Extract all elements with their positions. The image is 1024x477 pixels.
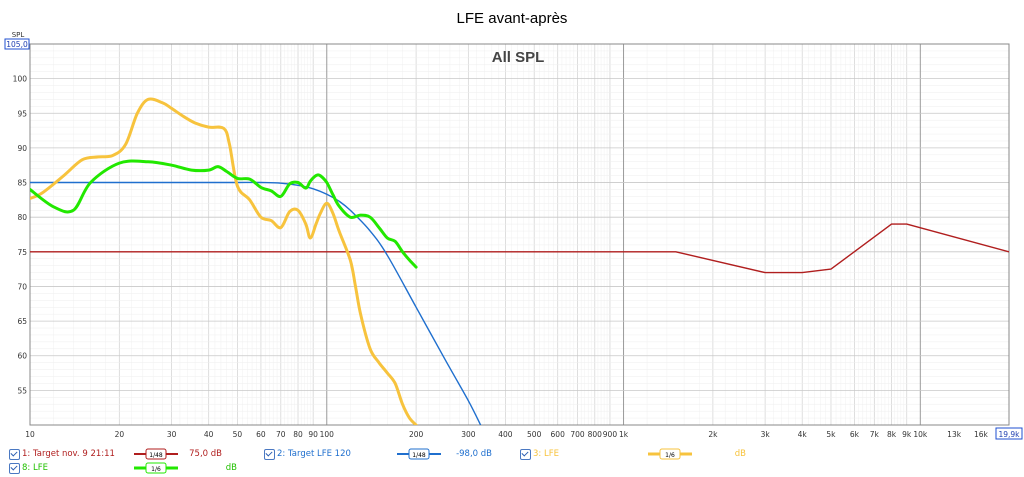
grid-major	[29, 43, 1009, 426]
legend-label-target-nov: 1: Target nov. 9 21:11	[22, 449, 115, 459]
legend-smoothing-target-lfe: 1/48	[412, 452, 426, 459]
series-target-nov	[30, 223, 1009, 274]
axis-labels: 10 20 30 40 50 60 70 80 90 100 200 300 400 500 600 700 8…	[13, 75, 989, 439]
x-tick-label: 20	[115, 430, 125, 439]
legend-checkbox-lfe-8[interactable]	[9, 463, 20, 474]
legend-value-target-nov: 75,0 dB	[189, 449, 222, 459]
grid-minor	[30, 44, 1009, 425]
legend-smoothing-lfe-3: 1/6	[665, 452, 675, 459]
x-tick-label: 5k	[826, 430, 836, 439]
y-tick-label: 55	[17, 386, 27, 395]
x-tick-label: 10k	[913, 430, 928, 439]
legend-swatch-lfe-3[interactable]: 1/6	[648, 448, 692, 460]
legend-swatch-target-lfe[interactable]: 1/48	[397, 448, 441, 460]
series-lfe-3	[30, 97, 418, 425]
x-tick-label: 4k	[798, 430, 808, 439]
x-tick-label: 700	[570, 430, 585, 439]
legend-label-lfe-8: 8: LFE	[22, 463, 48, 473]
plot-subtitle: All SPL	[492, 49, 545, 66]
legend-row-1: 1: Target nov. 9 21:11 1/48 75,0 dB 2: T…	[0, 448, 1024, 462]
y-top-box[interactable]	[4, 38, 30, 50]
y-tick-label: 95	[17, 109, 27, 118]
x-tick-label: 400	[498, 430, 513, 439]
series-target-lfe	[30, 181, 482, 425]
x-tick-label: 80	[293, 430, 303, 439]
legend-smoothing-target-nov: 1/48	[149, 452, 163, 459]
legend-swatch-lfe-8[interactable]: 1/6	[134, 462, 178, 474]
series-layer	[30, 97, 1009, 425]
x-tick-label: 3k	[761, 430, 771, 439]
y-tick-label: 65	[17, 317, 27, 326]
legend-label-target-lfe: 2: Target LFE 120	[277, 449, 351, 459]
x-tick-label: 600	[551, 430, 566, 439]
x-tick-label: 100	[320, 430, 335, 439]
x-tick-label: 13k	[947, 430, 962, 439]
y-tick-label: 100	[13, 75, 28, 84]
x-tick-label: 200	[409, 430, 424, 439]
x-tick-label: 10	[25, 430, 35, 439]
x-tick-label: 60	[256, 430, 266, 439]
legend-swatch-target-nov[interactable]: 1/48	[134, 448, 178, 460]
y-axis-label: SPL	[12, 31, 25, 39]
legend-row-2: 8: LFE 1/6 dB	[0, 462, 1024, 476]
legend-checkbox-target-lfe[interactable]	[264, 449, 275, 460]
legend-label-lfe-3: 3: LFE	[533, 449, 559, 459]
x-end-value[interactable]: 19,9k	[998, 430, 1020, 439]
x-tick-label: 1k	[619, 430, 629, 439]
x-tick-label: 70	[276, 430, 286, 439]
y-tick-label: 80	[17, 213, 27, 222]
y-tick-label: 75	[17, 248, 27, 257]
plot-frame	[29, 43, 1010, 426]
y-top-value[interactable]: 105,0	[6, 40, 28, 49]
x-tick-label: 500	[527, 430, 542, 439]
legend-checkbox-target-nov[interactable]	[9, 449, 20, 460]
legend-value-lfe-8: dB	[225, 463, 237, 473]
x-tick-label: 2k	[708, 430, 718, 439]
x-tick-label: 50	[233, 430, 243, 439]
y-tick-label: 60	[17, 352, 27, 361]
series-lfe-8	[30, 159, 418, 269]
x-tick-label: 6k	[850, 430, 860, 439]
x-tick-label: 900	[603, 430, 618, 439]
x-tick-label: 30	[167, 430, 177, 439]
x-tick-label: 9k	[902, 430, 912, 439]
x-end-box[interactable]	[995, 427, 1023, 440]
y-tick-label: 90	[17, 144, 27, 153]
x-tick-label: 16k	[974, 430, 989, 439]
x-tick-label: 8k	[887, 430, 897, 439]
legend-value-lfe-3: dB	[734, 449, 746, 459]
legend-value-target-lfe: -98,0 dB	[456, 449, 492, 459]
x-tick-label: 800	[588, 430, 603, 439]
x-tick-label: 300	[461, 430, 476, 439]
chart-title: LFE avant-après	[457, 10, 568, 27]
chart-area: LFE avant-après All SPL 10 20 30 40 50 60 70 80…	[4, 10, 1023, 440]
x-tick-label: 7k	[870, 430, 880, 439]
x-tick-label: 90	[308, 430, 318, 439]
x-tick-label: 40	[204, 430, 214, 439]
y-tick-label: 70	[17, 282, 27, 291]
legend-checkbox-lfe-3[interactable]	[520, 449, 531, 460]
legend-smoothing-lfe-8: 1/6	[151, 466, 161, 473]
y-tick-label: 85	[17, 179, 27, 188]
legend: 1: Target nov. 9 21:11 1/48 75,0 dB 2: T…	[0, 443, 1024, 477]
